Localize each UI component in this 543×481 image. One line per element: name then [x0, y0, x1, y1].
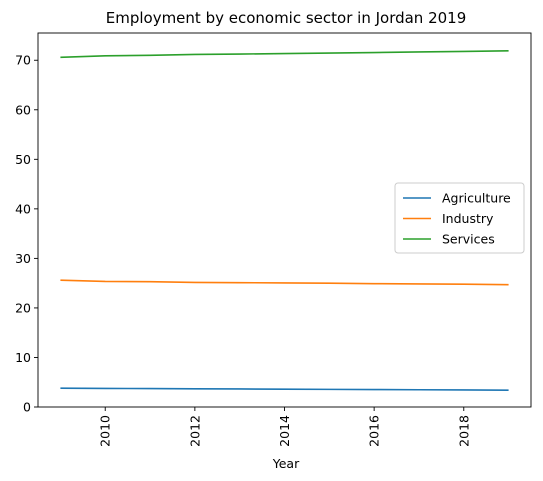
y-tick-label: 30	[15, 251, 31, 266]
series-line-industry	[60, 279, 509, 286]
x-tick-label: 2014	[277, 415, 292, 447]
legend-box	[394, 182, 525, 254]
legend-label-services: Services	[442, 232, 495, 247]
chart-title: Employment by economic sector in Jordan …	[106, 9, 467, 27]
legend: Agriculture Industry Services	[394, 182, 525, 254]
x-tick-label: 2018	[456, 415, 471, 447]
x-axis-label: Year	[272, 456, 300, 471]
y-tick-label: 0	[23, 400, 31, 415]
series-layer	[60, 50, 509, 391]
y-tick-label: 50	[15, 152, 31, 167]
legend-label-agriculture: Agriculture	[442, 191, 511, 206]
series-line-agriculture	[60, 387, 509, 391]
axes-layer: 0 10 20 30 40 50 60 70 2010 2012 2014 2016 2018	[15, 32, 532, 447]
series-line-services	[60, 50, 509, 59]
x-tick-label: 2016	[367, 415, 382, 447]
legend-label-industry: Industry	[442, 211, 494, 226]
y-tick-label: 40	[15, 201, 31, 216]
y-tick-label: 20	[15, 300, 31, 315]
y-tick-label: 70	[15, 53, 31, 68]
y-tick-label: 60	[15, 102, 31, 117]
y-tick-label: 10	[15, 350, 31, 365]
x-tick-label: 2010	[98, 415, 113, 447]
x-tick-label: 2012	[187, 415, 202, 447]
